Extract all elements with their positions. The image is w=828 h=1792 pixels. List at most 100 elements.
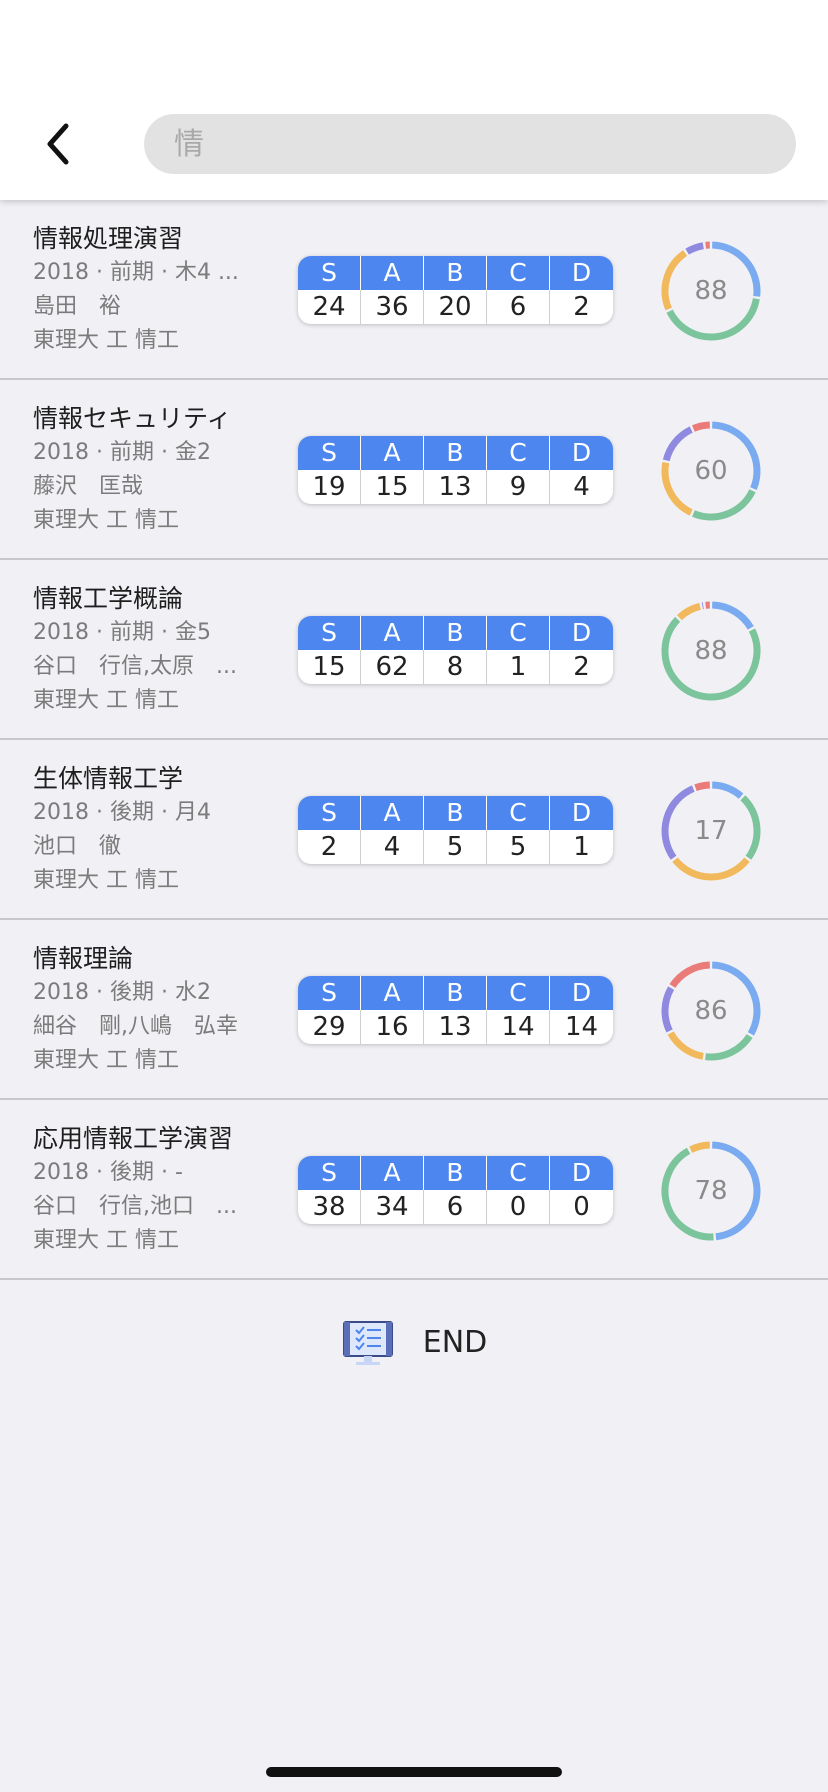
grade-distribution-table: S A B C D 38 34 6 0 0 bbox=[298, 1156, 613, 1224]
course-teacher: 細谷 剛,八嶋 弘幸 bbox=[33, 1014, 238, 1039]
score-donut-chart: 60 bbox=[658, 418, 764, 524]
grade-header-s: S bbox=[298, 436, 361, 470]
score-donut-chart: 88 bbox=[658, 238, 764, 344]
course-term: 2018 · 後期 · 水2 bbox=[33, 980, 211, 1005]
course-school: 東理大 工 情工 bbox=[33, 688, 179, 713]
donut-segment-s bbox=[711, 961, 761, 1036]
donut-ring bbox=[661, 601, 761, 701]
grade-header-c: C bbox=[487, 436, 550, 470]
grade-header-a: A bbox=[361, 616, 424, 650]
grade-header-d: D bbox=[550, 796, 613, 830]
course-info: 情報セキュリティ 2018 · 前期 · 金2 藤沢 匡哉 東理大 工 情工 bbox=[33, 402, 263, 538]
grade-count-s: 24 bbox=[298, 290, 361, 324]
course-term: 2018 · 後期 · 月4 bbox=[33, 800, 211, 825]
grade-count-a: 34 bbox=[361, 1190, 424, 1224]
course-school: 東理大 工 情工 bbox=[33, 868, 179, 893]
grade-count-a: 4 bbox=[361, 830, 424, 864]
donut-segment-a bbox=[666, 298, 760, 341]
grade-header-c: C bbox=[487, 976, 550, 1010]
donut-segment-b bbox=[689, 1141, 711, 1153]
course-row[interactable]: 応用情報工学演習 2018 · 後期 · - 谷口 行信,池口 ... 東理大 … bbox=[0, 1100, 828, 1280]
course-teacher: 池口 徹 bbox=[33, 834, 122, 859]
donut-ring bbox=[661, 1141, 761, 1241]
back-button[interactable] bbox=[30, 112, 86, 176]
grade-count-c: 1 bbox=[487, 650, 550, 684]
course-title: 情報工学概論 bbox=[33, 584, 184, 613]
course-term: 2018 · 前期 · 金2 bbox=[33, 440, 211, 465]
course-term: 2018 · 前期 · 金5 bbox=[33, 620, 211, 645]
top-bar bbox=[0, 0, 828, 200]
course-school: 東理大 工 情工 bbox=[33, 328, 179, 353]
donut-segment-a bbox=[692, 489, 756, 521]
course-title: 生体情報工学 bbox=[33, 764, 184, 793]
course-row[interactable]: 情報セキュリティ 2018 · 前期 · 金2 藤沢 匡哉 東理大 工 情工 S… bbox=[0, 380, 828, 560]
grade-header-b: B bbox=[424, 616, 487, 650]
grade-header-b: B bbox=[424, 256, 487, 290]
course-school: 東理大 工 情工 bbox=[33, 1048, 179, 1073]
grade-count-a: 62 bbox=[361, 650, 424, 684]
grade-count-d: 4 bbox=[573, 472, 590, 502]
donut-segment-c bbox=[662, 426, 693, 462]
grade-header-c: C bbox=[487, 796, 550, 830]
grade-header-d: D bbox=[550, 976, 613, 1010]
donut-segment-a bbox=[705, 1033, 753, 1061]
score-donut-chart: 17 bbox=[658, 778, 764, 884]
grade-header-c: C bbox=[487, 616, 550, 650]
grade-header-d: D bbox=[550, 256, 613, 290]
donut-segment-s bbox=[712, 1141, 761, 1241]
grade-count-a: 15 bbox=[361, 470, 424, 504]
course-row[interactable]: 情報処理演習 2018 · 前期 · 木4 ... 島田 裕 東理大 工 情工 … bbox=[0, 200, 828, 380]
grade-count-s: 15 bbox=[298, 650, 361, 684]
score-donut-chart: 86 bbox=[658, 958, 764, 1064]
grade-header-a: A bbox=[361, 976, 424, 1010]
end-of-list: END bbox=[0, 1312, 828, 1372]
grade-count-s: 38 bbox=[298, 1190, 361, 1224]
donut-segment-s bbox=[711, 781, 744, 799]
grade-count-a: 36 bbox=[361, 290, 424, 324]
donut-segment-d bbox=[692, 421, 711, 432]
donut-segment-b bbox=[672, 857, 750, 881]
grade-count-b: 13 bbox=[424, 470, 487, 504]
grade-distribution-table: S A B C D 15 62 8 1 2 bbox=[298, 616, 613, 684]
donut-segment-b bbox=[661, 461, 693, 516]
grade-header-s: S bbox=[298, 976, 361, 1010]
grade-count-c: 5 bbox=[487, 830, 550, 864]
grade-count-b: 20 bbox=[424, 290, 487, 324]
grade-header-s: S bbox=[298, 1156, 361, 1190]
course-row[interactable]: 情報工学概論 2018 · 前期 · 金5 谷口 行信,太原 ... 東理大 工… bbox=[0, 560, 828, 740]
donut-segment-c bbox=[685, 242, 704, 255]
score-value: 88 bbox=[694, 276, 728, 306]
search-input[interactable] bbox=[144, 114, 796, 174]
grade-header-s: S bbox=[298, 796, 361, 830]
course-school: 東理大 工 情工 bbox=[33, 508, 179, 533]
donut-segment-a bbox=[661, 616, 761, 701]
grade-count-b: 8 bbox=[424, 650, 487, 684]
grade-distribution-table: S A B C D 19 15 13 9 4 bbox=[298, 436, 613, 504]
grade-header-d: D bbox=[550, 616, 613, 650]
score-value: 60 bbox=[694, 456, 728, 486]
score-donut-chart: 88 bbox=[658, 598, 764, 704]
donut-ring bbox=[661, 961, 761, 1061]
grade-distribution-table: S A B C D 29 16 13 14 14 bbox=[298, 976, 613, 1044]
course-row[interactable]: 情報理論 2018 · 後期 · 水2 細谷 剛,八嶋 弘幸 東理大 工 情工 … bbox=[0, 920, 828, 1100]
grade-header-c: C bbox=[487, 256, 550, 290]
grade-count-b: 6 bbox=[424, 1190, 487, 1224]
grade-count-a: 16 bbox=[361, 1010, 424, 1044]
course-info: 応用情報工学演習 2018 · 後期 · - 谷口 行信,池口 ... 東理大 … bbox=[33, 1122, 263, 1258]
grade-header-a: A bbox=[361, 796, 424, 830]
end-label: END bbox=[422, 1324, 488, 1360]
grade-header-b: B bbox=[424, 1156, 487, 1190]
donut-segment-b bbox=[661, 250, 688, 311]
course-title: 応用情報工学演習 bbox=[33, 1124, 234, 1153]
home-indicator[interactable] bbox=[266, 1767, 562, 1777]
grade-distribution-table: S A B C D 24 36 20 6 2 bbox=[298, 256, 613, 324]
donut-segment-d bbox=[669, 961, 711, 989]
course-title: 情報理論 bbox=[33, 944, 134, 973]
grade-header-d: D bbox=[550, 1156, 613, 1190]
grade-header-s: S bbox=[298, 256, 361, 290]
grade-count-d: 14 bbox=[564, 1012, 599, 1042]
donut-segment-b bbox=[667, 1031, 704, 1060]
grade-header-b: B bbox=[424, 976, 487, 1010]
